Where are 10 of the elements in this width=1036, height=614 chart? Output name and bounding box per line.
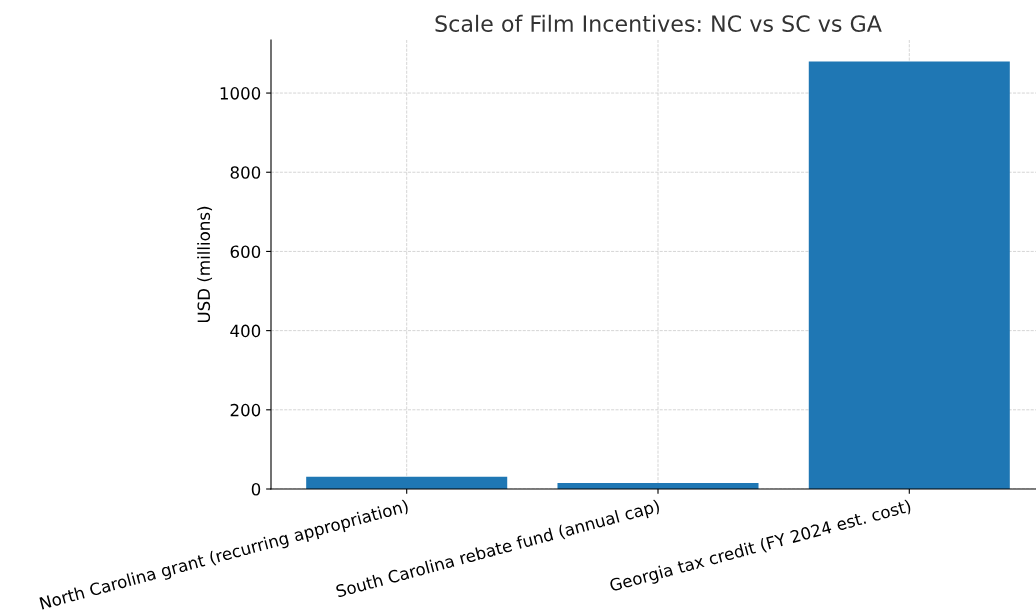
y-tick-label: 600	[230, 245, 261, 258]
y-tick-label: 400	[230, 324, 261, 338]
y-tick-label: 800	[230, 166, 261, 179]
chart-title: Scale of Film Incentives: NC vs SC vs GA	[435, 14, 882, 32]
y-tick-label: 0	[251, 482, 261, 496]
y-axis-title: USD (millions)	[197, 206, 213, 323]
y-tick-label: 1000	[220, 87, 261, 100]
bar	[808, 61, 1010, 489]
bar	[306, 476, 508, 489]
y-tick-label: 200	[230, 403, 261, 417]
